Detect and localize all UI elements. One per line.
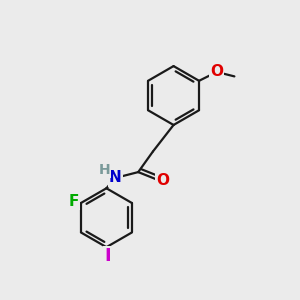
Text: N: N <box>109 170 122 185</box>
Text: O: O <box>210 64 223 80</box>
Text: I: I <box>105 247 111 265</box>
Text: F: F <box>68 194 79 209</box>
Text: H: H <box>98 163 110 177</box>
Text: O: O <box>156 173 169 188</box>
